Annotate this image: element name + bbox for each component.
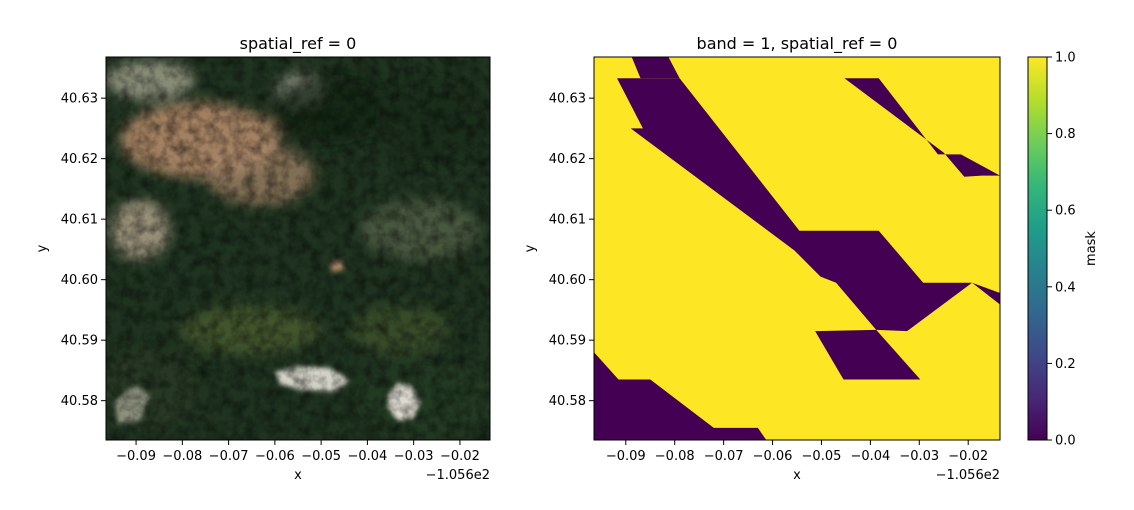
mask-raster <box>594 57 1000 440</box>
mask-region-5 <box>594 352 767 440</box>
left-y-tick-label: 40.60 <box>61 273 98 288</box>
right-y-tick-label: 40.63 <box>549 92 586 107</box>
left-x-tick-label: −0.04 <box>347 449 387 464</box>
left-y-tick-label: 40.59 <box>61 334 98 349</box>
right-x-tick-label: −0.06 <box>753 449 793 464</box>
left-plot: spatial_ref = 0 <box>35 34 491 483</box>
right-axes: −0.09 −0.08 −0.07 −0.06 −0.05 −0.04 −0.03 −0.02… <box>549 92 988 464</box>
right-y-tick-label: 40.62 <box>549 152 586 167</box>
left-axes: −0.09 −0.08 −0.07 −0.06 −0.05 −0.04 −0.03 −0.02… <box>61 92 480 464</box>
mask-region-1 <box>631 57 680 79</box>
right-y-tick-label: 40.59 <box>549 334 586 349</box>
left-x-tick-label: −0.09 <box>116 449 156 464</box>
mask-region-3 <box>844 78 1000 177</box>
left-x-tick-label: −0.07 <box>209 449 249 464</box>
right-plot-title: band = 1, spatial_ref = 0 <box>697 34 898 54</box>
right-x-tick-label: −0.08 <box>655 449 695 464</box>
right-x-offset-label: −1.056e2 <box>936 468 1000 483</box>
colorbar-tick-label: 0.6 <box>1055 204 1076 219</box>
left-x-tick-label: −0.06 <box>255 449 295 464</box>
right-plot: band = 1, spatial_ref = 0 −0.09 −0.08 −0.0… <box>523 34 1001 483</box>
right-y-tick-label: 40.60 <box>549 273 586 288</box>
colorbar: 0.0 0.2 0.4 0.6 0.8 1.0 mask <box>1027 51 1099 449</box>
right-x-tick-label: −0.02 <box>948 449 988 464</box>
satellite-image <box>106 57 490 440</box>
right-x-tick-label: −0.07 <box>704 449 744 464</box>
left-y-axis-label: y <box>35 244 50 252</box>
right-y-tick-label: 40.58 <box>549 394 586 409</box>
left-x-tick-label: −0.08 <box>162 449 202 464</box>
colorbar-tick-label: 1.0 <box>1055 51 1076 66</box>
right-x-axis-label: x <box>793 468 801 483</box>
right-x-tick-label: −0.09 <box>606 449 646 464</box>
left-y-tick-label: 40.63 <box>61 92 98 107</box>
left-x-offset-label: −1.056e2 <box>426 468 490 483</box>
left-plot-title: spatial_ref = 0 <box>240 34 357 54</box>
colorbar-tick-label: 0.8 <box>1055 127 1076 142</box>
left-y-tick-label: 40.58 <box>61 394 98 409</box>
mask-region-4 <box>815 329 921 380</box>
right-x-tick-label: −0.05 <box>802 449 842 464</box>
colorbar-label: mask <box>1084 231 1099 266</box>
colorbar-tick-label: 0.2 <box>1055 357 1076 372</box>
right-y-tick-label: 40.61 <box>549 213 586 228</box>
left-y-tick-label: 40.62 <box>61 152 98 167</box>
right-x-tick-label: −0.04 <box>850 449 890 464</box>
colorbar-tick-label: 0.0 <box>1055 434 1076 449</box>
left-plot-frame <box>105 56 491 441</box>
right-y-axis-label: y <box>523 244 538 252</box>
colorbar-gradient <box>1027 56 1048 441</box>
right-x-tick-label: −0.03 <box>899 449 939 464</box>
colorbar-tick-label: 0.4 <box>1055 280 1076 295</box>
left-x-tick-label: −0.05 <box>301 449 341 464</box>
left-x-axis-label: x <box>294 468 302 483</box>
left-x-tick-label: −0.03 <box>394 449 434 464</box>
left-x-tick-label: −0.02 <box>440 449 480 464</box>
colorbar-ticks: 0.0 0.2 0.4 0.6 0.8 1.0 <box>1047 51 1076 449</box>
right-plot-frame <box>593 56 1001 441</box>
left-y-tick-label: 40.61 <box>61 213 98 228</box>
mask-region-2 <box>617 78 1000 332</box>
